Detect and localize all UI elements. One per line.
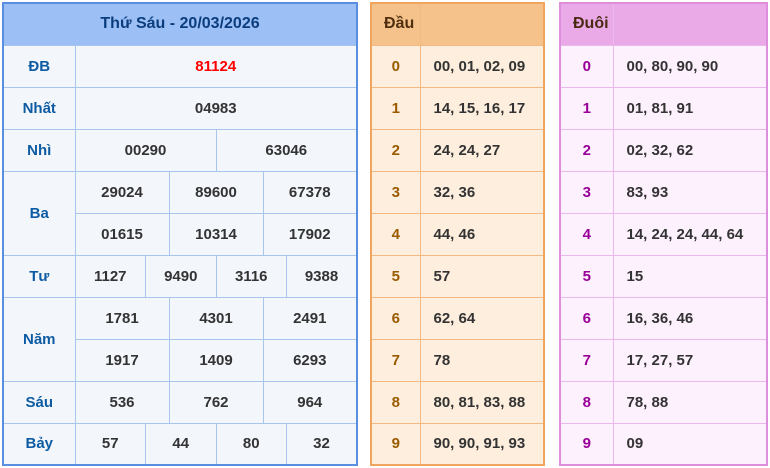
prize-value: 80 <box>215 422 287 466</box>
results-date-title: Thứ Sáu - 20/03/2026 <box>2 2 358 46</box>
duoi-digit-2: 2 <box>559 128 614 172</box>
dau-numbers-1: 14, 15, 16, 17 <box>419 86 545 130</box>
prize-label-nhat: Nhất <box>2 86 76 130</box>
duoi-digit-5: 5 <box>559 254 614 298</box>
duoi-header-spacer <box>612 2 768 46</box>
duoi-digit-7: 7 <box>559 338 614 382</box>
duoi-digit-4: 4 <box>559 212 614 256</box>
prize-value: 9388 <box>286 254 358 298</box>
results-table: Thứ Sáu - 20/03/2026 ĐB 81124 Nhất 04983… <box>2 2 358 466</box>
dau-digit-8: 8 <box>370 380 421 424</box>
duoi-numbers-5: 15 <box>612 254 768 298</box>
dau-header: Đầu <box>370 2 421 46</box>
prize-value: 29024 <box>74 170 170 214</box>
duoi-digit-8: 8 <box>559 380 614 424</box>
prize-value: 964 <box>262 380 358 424</box>
dau-digit-3: 3 <box>370 170 421 214</box>
duoi-digit-3: 3 <box>559 170 614 214</box>
dau-table: Đầu 0 00, 01, 02, 09 1 14, 15, 16, 17 2 24,… <box>370 2 545 466</box>
dau-numbers-3: 32, 36 <box>419 170 545 214</box>
duoi-numbers-2: 02, 32, 62 <box>612 128 768 172</box>
duoi-digit-6: 6 <box>559 296 614 340</box>
prize-value-db: 81124 <box>74 44 358 88</box>
prize-value-nhat: 04983 <box>74 86 358 130</box>
duoi-digit-0: 0 <box>559 44 614 88</box>
dau-digit-7: 7 <box>370 338 421 382</box>
prize-value: 2491 <box>262 296 358 340</box>
dau-digit-0: 0 <box>370 44 421 88</box>
prize-value: 1917 <box>74 338 170 382</box>
prize-value: 67378 <box>262 170 358 214</box>
duoi-numbers-4: 14, 24, 24, 44, 64 <box>612 212 768 256</box>
prize-value: 3116 <box>215 254 287 298</box>
prize-value: 63046 <box>215 128 358 172</box>
prize-label-db: ĐB <box>2 44 76 88</box>
prize-value: 57 <box>74 422 146 466</box>
prize-value: 4301 <box>168 296 264 340</box>
prize-value: 762 <box>168 380 264 424</box>
dau-numbers-5: 57 <box>419 254 545 298</box>
dau-numbers-9: 90, 90, 91, 93 <box>419 422 545 466</box>
dau-digit-9: 9 <box>370 422 421 466</box>
prize-value: 32 <box>286 422 358 466</box>
dau-digit-2: 2 <box>370 128 421 172</box>
duoi-numbers-3: 83, 93 <box>612 170 768 214</box>
prize-value: 00290 <box>74 128 217 172</box>
duoi-table: Đuôi 0 00, 80, 90, 90 1 01, 81, 91 2 02, 32… <box>559 2 768 466</box>
duoi-digit-9: 9 <box>559 422 614 466</box>
dau-numbers-6: 62, 64 <box>419 296 545 340</box>
duoi-numbers-9: 09 <box>612 422 768 466</box>
duoi-numbers-8: 78, 88 <box>612 380 768 424</box>
dau-digit-1: 1 <box>370 86 421 130</box>
prize-value: 10314 <box>168 212 264 256</box>
prize-value: 1781 <box>74 296 170 340</box>
prize-value: 1127 <box>74 254 146 298</box>
prize-value: 536 <box>74 380 170 424</box>
prize-label-nhi: Nhì <box>2 128 76 172</box>
prize-value: 01615 <box>74 212 170 256</box>
dau-numbers-4: 44, 46 <box>419 212 545 256</box>
duoi-numbers-0: 00, 80, 90, 90 <box>612 44 768 88</box>
dau-digit-5: 5 <box>370 254 421 298</box>
duoi-numbers-7: 17, 27, 57 <box>612 338 768 382</box>
prize-label-sau: Sáu <box>2 380 76 424</box>
duoi-header: Đuôi <box>559 2 614 46</box>
prize-value: 1409 <box>168 338 264 382</box>
duoi-digit-1: 1 <box>559 86 614 130</box>
prize-label-tu: Tư <box>2 254 76 298</box>
prize-value: 6293 <box>262 338 358 382</box>
prize-value: 9490 <box>145 254 217 298</box>
prize-value: 44 <box>145 422 217 466</box>
dau-numbers-0: 00, 01, 02, 09 <box>419 44 545 88</box>
dau-numbers-7: 78 <box>419 338 545 382</box>
prize-label-ba: Ba <box>2 170 76 256</box>
prize-value: 17902 <box>262 212 358 256</box>
prize-label-nam: Năm <box>2 296 76 382</box>
dau-digit-6: 6 <box>370 296 421 340</box>
dau-numbers-2: 24, 24, 27 <box>419 128 545 172</box>
dau-digit-4: 4 <box>370 212 421 256</box>
duoi-numbers-6: 16, 36, 46 <box>612 296 768 340</box>
prize-label-bay: Bảy <box>2 422 76 466</box>
duoi-numbers-1: 01, 81, 91 <box>612 86 768 130</box>
dau-header-spacer <box>419 2 545 46</box>
prize-value: 89600 <box>168 170 264 214</box>
dau-numbers-8: 80, 81, 83, 88 <box>419 380 545 424</box>
